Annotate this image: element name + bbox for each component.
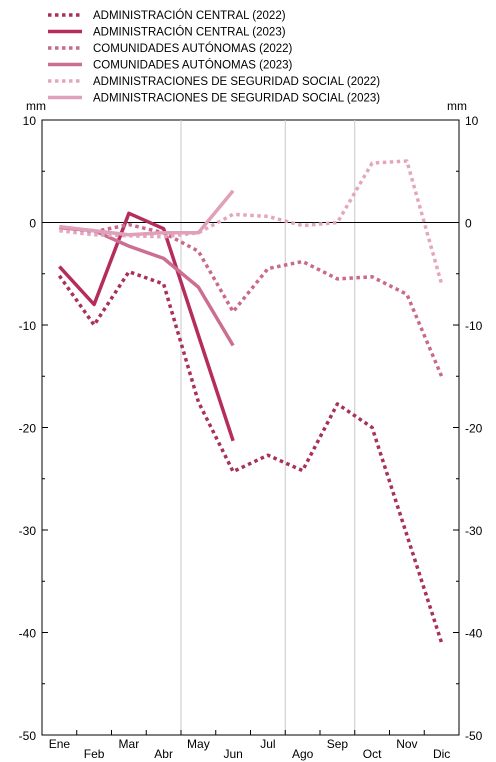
plot-frame: [42, 120, 459, 735]
y-unit-left: mm: [26, 99, 46, 113]
y-tick-label-left: -20: [19, 422, 37, 436]
series-line-1: [59, 272, 441, 643]
y-tick-label-right: -50: [465, 729, 483, 743]
y-tick-label-left: -10: [19, 319, 37, 333]
x-tick-label: Ene: [49, 737, 71, 751]
x-tick-label: Jul: [260, 737, 275, 751]
legend: ADMINISTRACIÓN CENTRAL (2022) ADMINISTRAC…: [48, 9, 380, 105]
x-tick-label: Ago: [292, 747, 314, 761]
x-tick-label: Sep: [327, 737, 349, 751]
x-tick-label: Oct: [363, 747, 382, 761]
x-tick-label: May: [187, 737, 210, 751]
y-tick-label-right: 0: [465, 217, 472, 231]
legend-label-4: COMUNIDADES AUTÓNOMAS (2023): [93, 59, 293, 72]
axes: 10 10 0 0 -10 -10 -20 -20 -30 -30 -40 -40 -50 -50 Ene F…: [19, 114, 483, 761]
y-tick-label-left: -40: [19, 627, 37, 641]
x-tick-label: Mar: [119, 737, 140, 751]
legend-label-1: ADMINISTRACIÓN CENTRAL (2022): [93, 9, 286, 22]
legend-label-6: ADMINISTRACIONES DE SEGURIDAD SOCIAL (20…: [93, 93, 380, 105]
series-line-4: [59, 228, 233, 346]
x-tick-label: Jun: [223, 747, 242, 761]
y-tick-label-left: -30: [19, 524, 37, 538]
legend-label-3: COMUNIDADES AUTÓNOMAS (2022): [93, 42, 293, 55]
y-tick-label-right: -10: [465, 319, 483, 333]
y-unit-right: mm: [447, 99, 467, 113]
x-tick-label: Dic: [433, 747, 450, 761]
x-tick-label: Nov: [396, 737, 417, 751]
series-lines: [59, 161, 441, 643]
legend-label-2: ADMINISTRACIÓN CENTRAL (2023): [93, 26, 286, 39]
x-tick-label: Abr: [154, 747, 173, 761]
y-tick-label-right: -40: [465, 627, 483, 641]
y-tick-label-right: -30: [465, 524, 483, 538]
grid: [181, 120, 355, 735]
y-tick-label-left: 0: [29, 217, 36, 231]
series-line-2: [59, 213, 233, 440]
y-tick-label-left: 10: [23, 114, 37, 128]
y-tick-label-right: -20: [465, 422, 483, 436]
y-tick-label-left: -50: [19, 729, 37, 743]
x-tick-label: Feb: [84, 747, 105, 761]
legend-label-5: ADMINISTRACIONES DE SEGURIDAD SOCIAL (20…: [93, 76, 380, 88]
y-tick-label-right: 10: [465, 114, 479, 128]
